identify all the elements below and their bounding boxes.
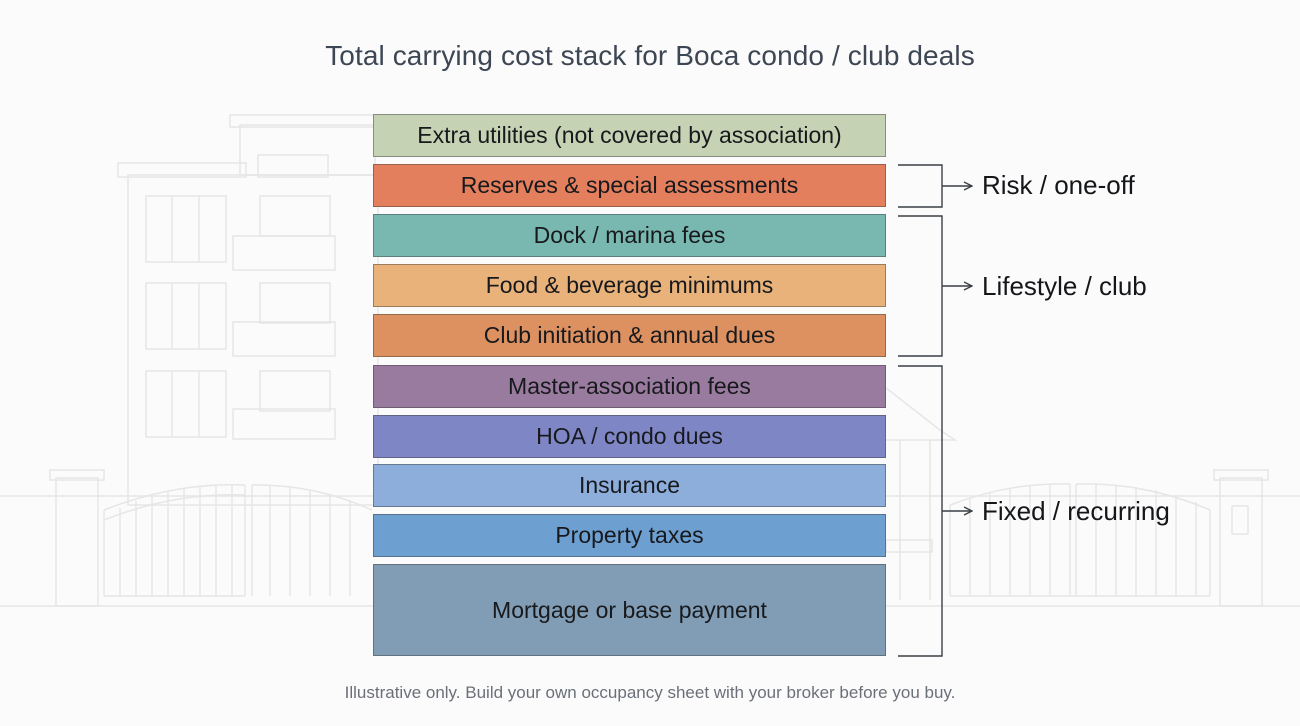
layer-extra-utilities: Extra utilities (not covered by associat…: [373, 114, 886, 157]
group-label-risk: Risk / one-off: [982, 170, 1135, 200]
layer-master-association-fees: Master-association fees: [373, 365, 886, 408]
layer-hoa-condo-dues: HOA / condo dues: [373, 415, 886, 458]
layer-food-beverage-minimums: Food & beverage minimums: [373, 264, 886, 307]
layer-insurance: Insurance: [373, 464, 886, 507]
layer-reserves-special-assessments: Reserves & special assessments: [373, 164, 886, 207]
layer-dock-marina-fees: Dock / marina fees: [373, 214, 886, 257]
diagram-title: Total carrying cost stack for Boca condo…: [325, 40, 975, 71]
group-label-fixed: Fixed / recurring: [982, 496, 1170, 526]
layer-mortgage-base-payment: Mortgage or base payment: [373, 564, 886, 656]
group-label-lifestyle: Lifestyle / club: [982, 271, 1147, 301]
layer-property-taxes: Property taxes: [373, 514, 886, 557]
layer-club-initiation-dues: Club initiation & annual dues: [373, 314, 886, 357]
footnote: Illustrative only. Build your own occupa…: [344, 683, 956, 702]
